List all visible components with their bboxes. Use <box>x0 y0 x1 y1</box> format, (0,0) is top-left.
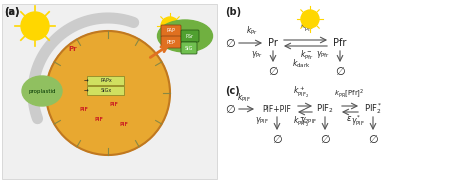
Text: $k^+_{\rm PIF_2}$: $k^+_{\rm PIF_2}$ <box>293 85 309 100</box>
Text: $\emptyset$: $\emptyset$ <box>225 37 236 49</box>
Text: $k_{\rm dark}$: $k_{\rm dark}$ <box>292 57 310 70</box>
Text: PEP: PEP <box>166 39 175 45</box>
Text: PIF: PIF <box>120 122 129 127</box>
Text: $\emptyset$: $\emptyset$ <box>267 65 278 77</box>
Text: PIF+PIF: PIF+PIF <box>263 104 292 113</box>
Circle shape <box>301 10 319 28</box>
Text: $\emptyset$: $\emptyset$ <box>367 133 378 145</box>
Circle shape <box>21 12 49 40</box>
Text: $\gamma_{\rm Pr}$: $\gamma_{\rm Pr}$ <box>251 49 263 60</box>
FancyBboxPatch shape <box>161 25 181 37</box>
FancyBboxPatch shape <box>181 30 199 42</box>
Text: $k^+_{\rm Pfr}$: $k^+_{\rm Pfr}$ <box>300 20 313 34</box>
Text: $\emptyset$: $\emptyset$ <box>319 133 330 145</box>
FancyBboxPatch shape <box>161 36 181 48</box>
Text: PIF: PIF <box>80 107 89 112</box>
Text: $k_{\rm Pr}$: $k_{\rm Pr}$ <box>246 24 257 37</box>
Ellipse shape <box>22 76 62 106</box>
Text: $k^-_{\rm PIF_2}$: $k^-_{\rm PIF_2}$ <box>293 114 309 129</box>
Text: Pr: Pr <box>68 46 77 52</box>
FancyBboxPatch shape <box>181 42 197 54</box>
Ellipse shape <box>157 20 212 52</box>
Text: PIF: PIF <box>95 117 104 122</box>
Text: Pr: Pr <box>268 38 278 48</box>
Text: Pfr: Pfr <box>333 38 346 48</box>
Text: $\gamma_{\rm 2PIF}$: $\gamma_{\rm 2PIF}$ <box>300 115 317 127</box>
Text: (b): (b) <box>225 7 241 17</box>
Circle shape <box>161 17 179 35</box>
Text: PIF: PIF <box>110 102 119 107</box>
FancyBboxPatch shape <box>88 85 125 94</box>
Text: $k_{\rm PIF}$: $k_{\rm PIF}$ <box>237 92 250 104</box>
Text: PSr: PSr <box>186 33 194 39</box>
FancyBboxPatch shape <box>2 4 217 179</box>
Text: $\emptyset$: $\emptyset$ <box>335 65 346 77</box>
Circle shape <box>46 31 170 155</box>
Text: $k^-_{\rm Pfr}$: $k^-_{\rm Pfr}$ <box>300 48 313 62</box>
Text: (a): (a) <box>4 7 19 17</box>
Text: →: → <box>84 77 88 83</box>
Text: PIF$_2^*$: PIF$_2^*$ <box>364 102 382 116</box>
Text: $\emptyset$: $\emptyset$ <box>272 133 283 145</box>
Text: SIG: SIG <box>185 45 193 50</box>
Text: $\gamma^*_{\rm PIF}$: $\gamma^*_{\rm PIF}$ <box>351 113 365 129</box>
Text: $\gamma_{\rm PIF}$: $\gamma_{\rm PIF}$ <box>255 115 269 127</box>
Text: (c): (c) <box>225 86 240 96</box>
Text: →: → <box>84 87 88 92</box>
Text: $\gamma_{\rm Pfr}$: $\gamma_{\rm Pfr}$ <box>316 49 330 60</box>
Text: PIF$_2$: PIF$_2$ <box>316 103 334 115</box>
Text: $\emptyset$: $\emptyset$ <box>225 103 236 115</box>
Text: $k_{\rm PR}[\rm Pfr]^2$: $k_{\rm PR}[\rm Pfr]^2$ <box>334 87 364 100</box>
Text: $\epsilon$: $\epsilon$ <box>346 114 352 123</box>
Text: SIGx: SIGx <box>100 87 111 92</box>
Text: PAPx: PAPx <box>100 77 112 83</box>
Text: (a): (a) <box>4 7 19 17</box>
Text: proplastid: proplastid <box>28 89 56 94</box>
Text: PAP: PAP <box>166 28 175 33</box>
FancyBboxPatch shape <box>88 75 125 85</box>
